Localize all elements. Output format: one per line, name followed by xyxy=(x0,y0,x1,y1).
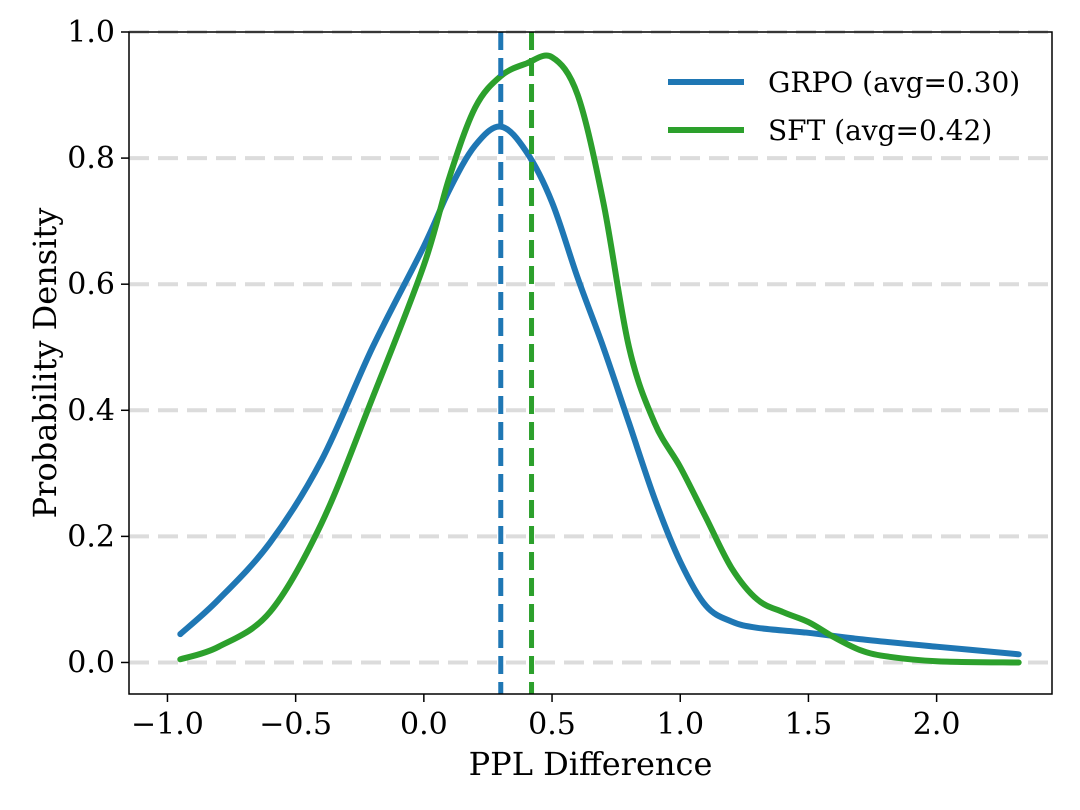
x-tick-label: 2.0 xyxy=(913,707,961,742)
x-tick-label: 0.0 xyxy=(400,707,448,742)
plot-frame xyxy=(128,31,1053,695)
series-line-1 xyxy=(177,52,1022,666)
y-tick-label: 0.4 xyxy=(67,393,115,428)
average-lines xyxy=(498,32,535,694)
y-tick-label: 1.0 xyxy=(67,15,115,50)
x-tick-label: 0.5 xyxy=(528,707,576,742)
y-tick-label: 0.6 xyxy=(67,267,115,302)
y-axis-ticks: 0.0 0.2 0.4 0.6 0.8 1.0 xyxy=(67,15,129,680)
x-tick-label: 1.5 xyxy=(785,707,833,742)
x-axis-label: PPL Difference xyxy=(469,745,713,783)
y-tick-label: 0.0 xyxy=(67,645,115,680)
x-axis-ticks: −1.0 −0.5 0.0 0.5 1.0 1.5 2.0 xyxy=(131,694,960,742)
x-tick-label: −0.5 xyxy=(259,707,332,742)
y-tick-label: 0.2 xyxy=(67,519,115,554)
legend-label-1: SFT (avg=0.42) xyxy=(768,114,992,147)
legend-label-0: GRPO (avg=0.30) xyxy=(768,66,1020,99)
y-axis-label: Probability Density xyxy=(26,208,64,519)
series-layer xyxy=(177,52,1022,666)
x-tick-label: 1.0 xyxy=(656,707,704,742)
x-tick-label: −1.0 xyxy=(131,707,204,742)
series-line-0 xyxy=(177,123,1022,658)
y-tick-label: 0.8 xyxy=(67,141,115,176)
legend: GRPO (avg=0.30) SFT (avg=0.42) xyxy=(668,66,1020,147)
